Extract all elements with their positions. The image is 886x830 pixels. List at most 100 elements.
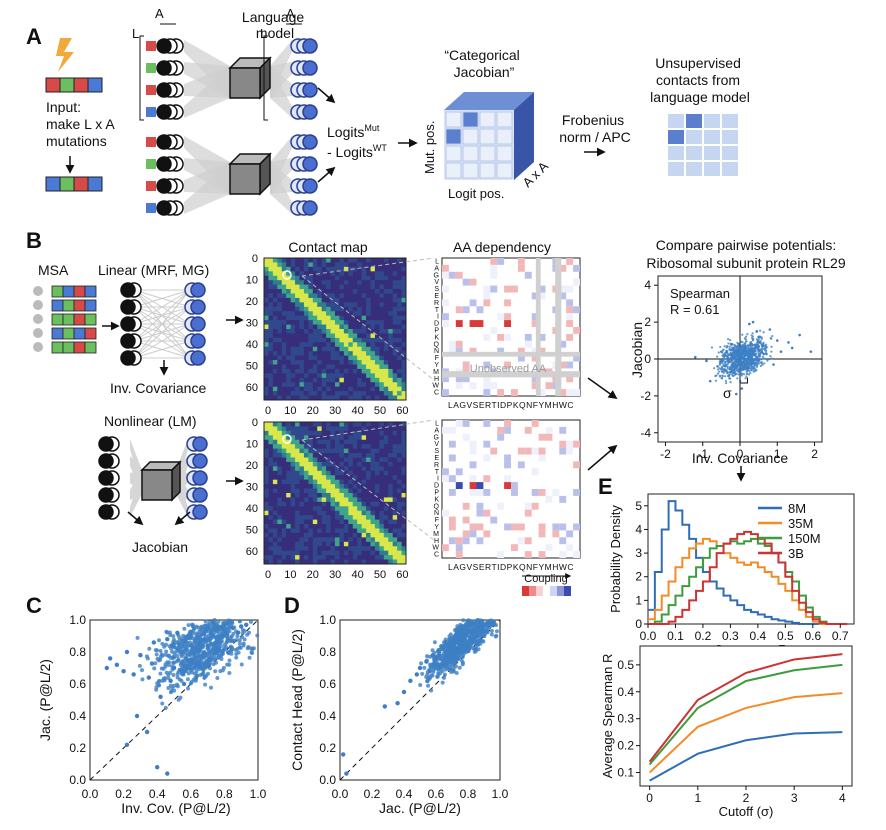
contact-map-cell xyxy=(357,329,362,334)
output-node xyxy=(192,453,208,469)
residue-square xyxy=(146,63,156,73)
contact-map-cell xyxy=(361,373,367,379)
contact-map-cell xyxy=(397,448,402,454)
contact-map-cell xyxy=(277,377,283,383)
contact-map-cell xyxy=(272,448,278,454)
aa-cell xyxy=(538,551,546,558)
aa-cell xyxy=(442,264,449,272)
contact-map-cell xyxy=(272,311,278,316)
contact-map-cell xyxy=(290,289,296,294)
contact-map-cell xyxy=(295,470,300,476)
contact-map-cell xyxy=(352,422,358,427)
aa-cell xyxy=(462,433,470,441)
scatter-point xyxy=(234,655,239,660)
contact-map-cell xyxy=(401,346,407,352)
contact-map-cell xyxy=(321,297,327,303)
contact-map-cell xyxy=(321,364,327,370)
contact-map-cell xyxy=(388,346,393,352)
contact-map-cell xyxy=(277,271,283,277)
contact-map-cell xyxy=(308,426,314,432)
contact-map-cell xyxy=(326,559,331,565)
contact-map-cell xyxy=(388,284,393,290)
contact-map-cell xyxy=(383,275,389,281)
contact-map-cell xyxy=(303,342,309,348)
contact-map-cell xyxy=(379,266,385,272)
contact-map-cell xyxy=(374,329,380,334)
contact-map-cell xyxy=(277,537,283,543)
residue-square xyxy=(146,41,156,51)
contact-map-cell xyxy=(286,351,291,356)
contact-map-cell xyxy=(388,559,393,565)
contact-map-cell xyxy=(321,493,327,498)
aa-cell xyxy=(490,382,498,390)
contact-map-cell xyxy=(308,351,314,356)
aa-cell xyxy=(552,489,560,496)
scatter-point xyxy=(739,346,742,350)
aa-cell xyxy=(559,551,567,558)
contact-map-cell xyxy=(397,311,402,316)
contact-map-cell xyxy=(312,329,318,334)
scatter-point xyxy=(716,365,719,368)
aa-cell xyxy=(545,544,553,552)
scatter-point xyxy=(219,639,224,644)
contact-map-cell xyxy=(361,271,367,277)
contact-map-cell xyxy=(392,258,398,263)
y-axis-label: Probability Density xyxy=(608,505,623,613)
aa-cell xyxy=(517,537,525,545)
contact-map-cell xyxy=(366,297,371,303)
contact-map-cell xyxy=(392,550,398,556)
contact-map-cell xyxy=(277,470,283,476)
contact-map-cell xyxy=(295,377,300,383)
contact-map-cell xyxy=(374,470,380,476)
contact-map-cell xyxy=(397,315,402,321)
contact-map-cell xyxy=(379,395,385,401)
scatter-point xyxy=(163,664,168,669)
contact-map-cell xyxy=(339,448,345,454)
contact-map-cell xyxy=(383,373,389,379)
msa-cell xyxy=(62,313,75,326)
scatter-point xyxy=(754,367,757,370)
aa-cell xyxy=(442,509,449,517)
contact-map-cell xyxy=(361,342,367,348)
aa-cell xyxy=(442,271,449,279)
contact-map-cell xyxy=(272,355,278,361)
contact-map-cell xyxy=(335,430,340,436)
contact-map-cell xyxy=(317,289,322,294)
contact-map-cell xyxy=(383,510,389,516)
scatter-point xyxy=(748,373,751,376)
contact-map-cell xyxy=(326,422,331,427)
scatter-point xyxy=(465,630,471,635)
contact-map-cell xyxy=(299,373,305,379)
contact-map-cell xyxy=(366,258,371,263)
contact-map-cell xyxy=(330,297,336,303)
aa-cell xyxy=(462,420,470,427)
contact-map-cell xyxy=(268,457,274,463)
contact-map-cell xyxy=(343,346,349,352)
contact-map-cell xyxy=(392,430,398,436)
contact-map-cell xyxy=(277,258,283,263)
contact-map-cell xyxy=(370,382,376,387)
contact-map-cell xyxy=(374,475,380,480)
contact-map-cell xyxy=(295,275,300,281)
contact-map-cell xyxy=(388,444,393,449)
contact-map-cell xyxy=(339,519,345,525)
contact-map-cell xyxy=(312,364,318,370)
contact-map-cell xyxy=(392,470,398,476)
panel-letter-d: D xyxy=(284,593,300,618)
contact-map-cell xyxy=(348,337,354,343)
contact-map-cell xyxy=(352,302,358,308)
contact-map-cell xyxy=(379,444,385,449)
input-node xyxy=(156,104,172,120)
aa-cell xyxy=(483,420,491,427)
contact-map-cell xyxy=(352,280,358,285)
contact-map-cell xyxy=(281,524,287,529)
contact-map-cell xyxy=(264,271,269,277)
scatter-point xyxy=(475,642,480,647)
contact-map-cell xyxy=(312,360,318,365)
contact-map-cell xyxy=(343,528,349,534)
contact-map-cell xyxy=(388,537,393,543)
contact-map-cell xyxy=(317,510,322,516)
scatter-point xyxy=(739,340,742,343)
contact-map-cell xyxy=(281,293,287,299)
contact-map-cell xyxy=(397,333,402,339)
